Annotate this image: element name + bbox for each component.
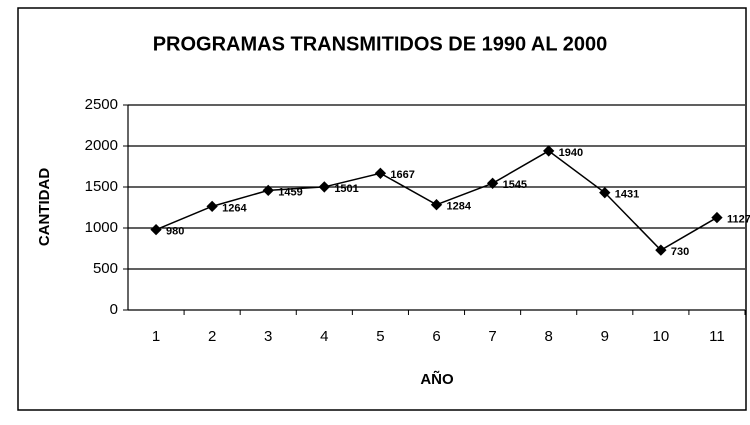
y-axis-label: CANTIDAD [36,168,53,246]
x-tick-label: 5 [376,328,384,345]
y-tick-label: 1500 [85,178,118,195]
chart-border [17,7,747,411]
y-tick-label: 2500 [85,96,118,113]
data-label: 980 [166,226,184,238]
x-tick-label: 4 [320,328,328,345]
marker [374,167,387,179]
marker [543,145,555,157]
data-label: 1545 [503,179,527,191]
marker [430,199,443,211]
marker [599,187,611,199]
data-label: 1284 [447,201,472,213]
marker [711,211,723,224]
data-label: 1127 [727,213,750,225]
data-label: 1501 [334,183,358,195]
x-tick-label: 8 [545,328,553,345]
data-label: 1264 [222,202,247,214]
x-tick-label: 2 [208,328,216,345]
x-axis-label: AÑO [420,370,454,388]
data-label: 730 [671,246,689,258]
data-label: 1431 [615,189,639,201]
x-tick-label: 7 [488,328,496,345]
x-tick-label: 1 [152,328,160,345]
x-tick-label: 6 [432,328,440,345]
x-tick-label: 3 [264,328,272,345]
chart-title: PROGRAMAS TRANSMITIDOS DE 1990 AL 2000 [153,33,608,55]
y-tick-label: 0 [110,301,118,318]
data-label: 1940 [559,147,583,159]
marker [486,177,499,189]
marker [206,200,218,213]
y-tick-label: 2000 [85,137,118,154]
marker [655,244,667,256]
data-label: 1667 [390,169,414,181]
data-label: 1459 [278,186,302,198]
y-tick-label: 500 [93,260,118,277]
x-tick-label: 11 [709,328,725,345]
marker [262,184,274,197]
marker [318,181,330,193]
x-tick-label: 10 [653,328,670,345]
marker [150,223,162,236]
x-tick-label: 9 [601,328,609,345]
y-tick-label: 1000 [85,219,118,236]
